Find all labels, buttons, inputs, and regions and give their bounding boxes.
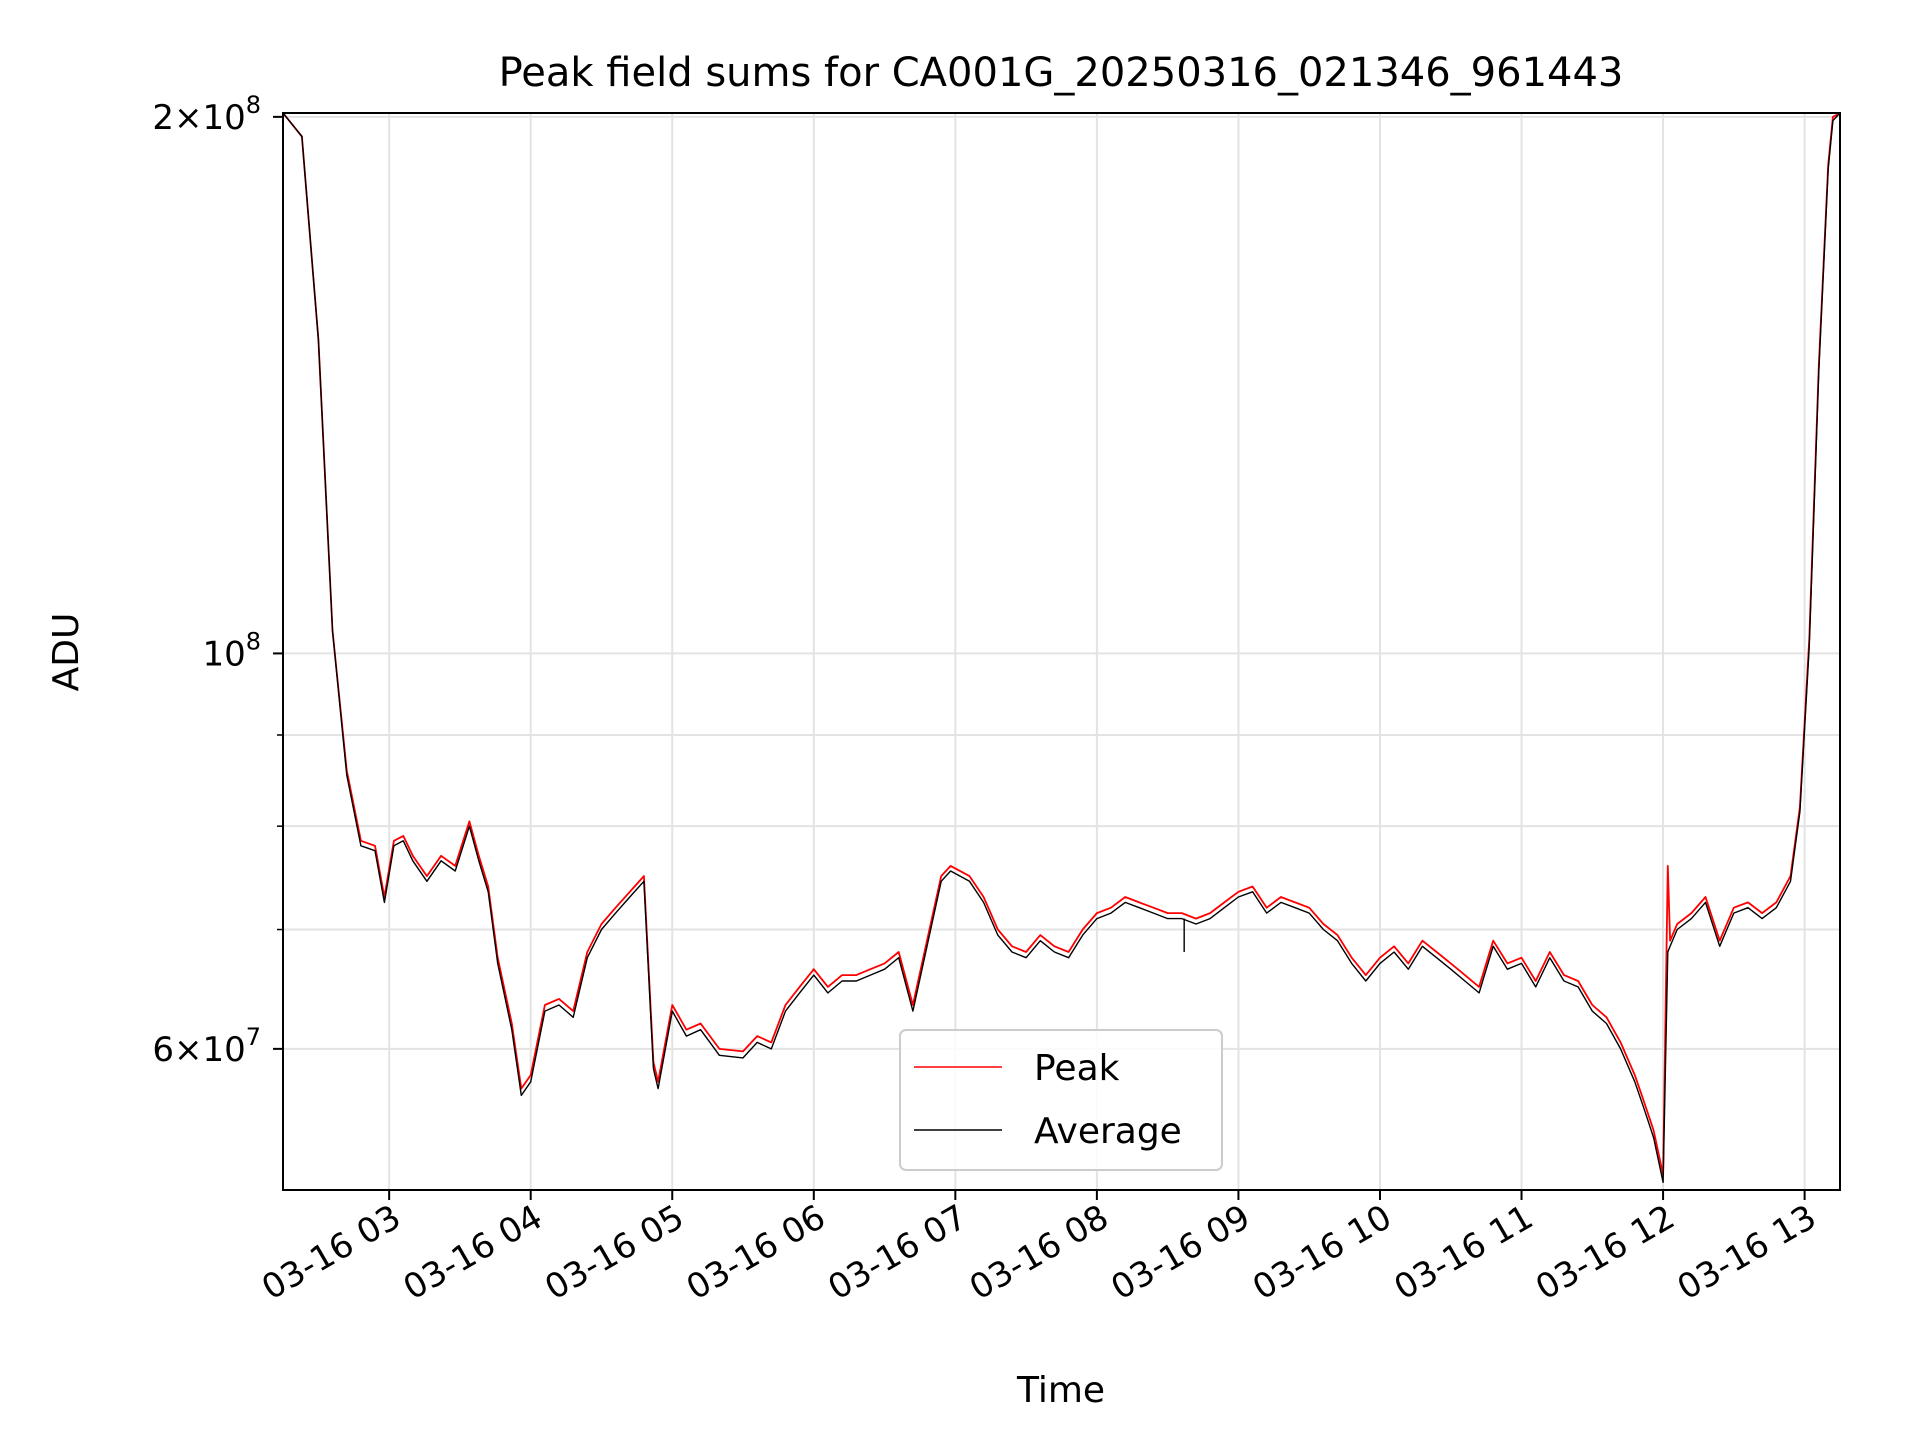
y-tick-label: 6×107	[152, 1023, 261, 1070]
legend-box	[899, 1029, 1223, 1171]
y-axis-label: ADU	[46, 613, 87, 692]
y-tick-label: 108	[202, 627, 261, 674]
series-layer	[283, 113, 1840, 1184]
y-tick-label: 2×108	[152, 91, 261, 138]
x-axis-label: Time	[1016, 1370, 1105, 1411]
legend: Peak Average	[899, 1029, 1223, 1171]
chart-title: Peak field sums for CA001G_20250316_0213…	[499, 50, 1624, 96]
plot-frame	[282, 112, 1841, 1191]
series-line-peak	[283, 113, 1840, 1176]
legend-label-average: Average	[1034, 1111, 1182, 1152]
y-axis: 2×108 108 6×107	[152, 91, 283, 1070]
series-line-average	[283, 113, 1840, 1184]
legend-label-peak: Peak	[1034, 1048, 1120, 1089]
